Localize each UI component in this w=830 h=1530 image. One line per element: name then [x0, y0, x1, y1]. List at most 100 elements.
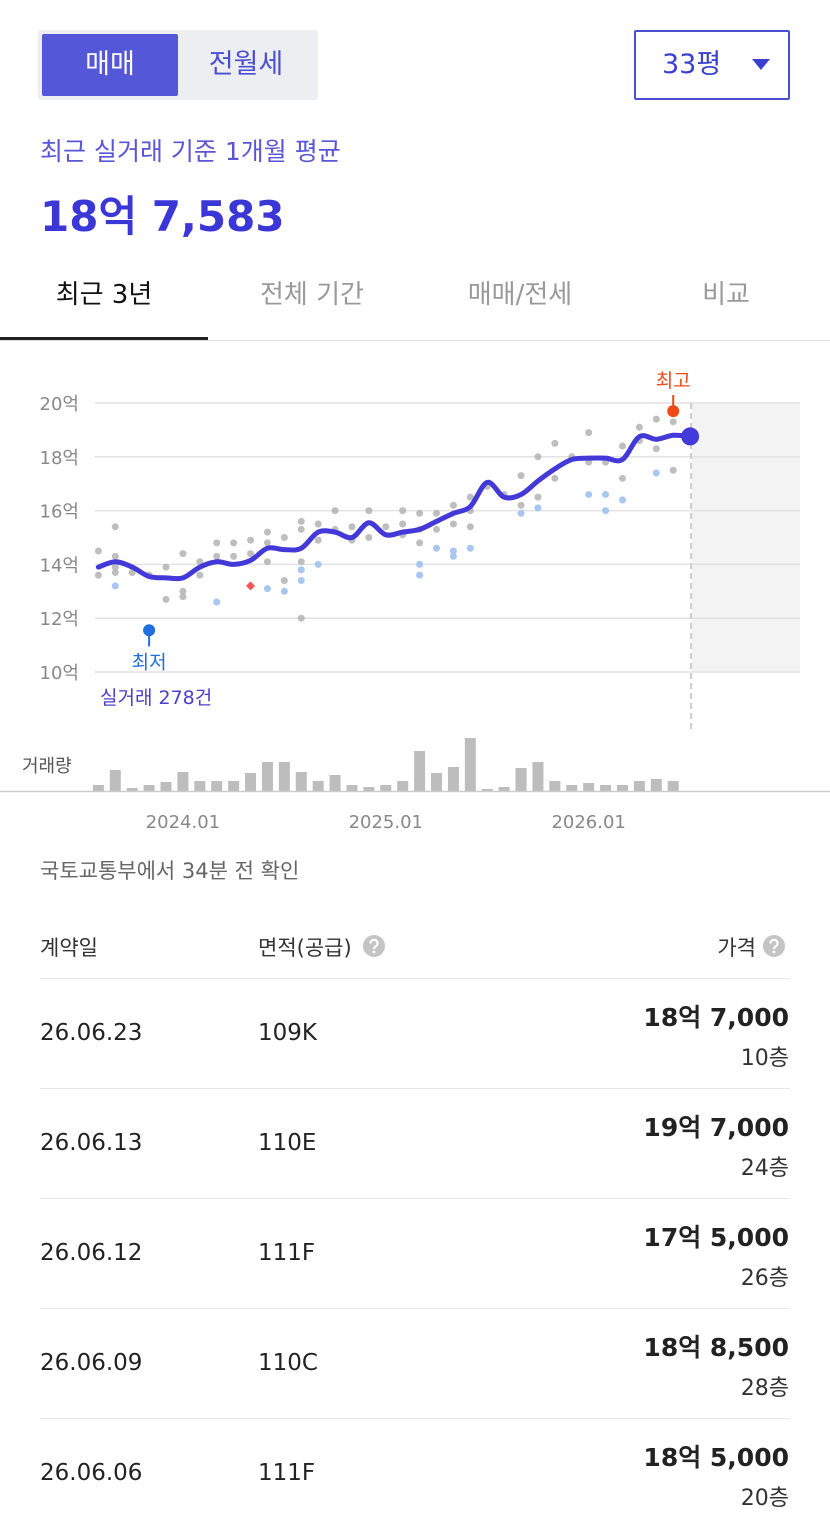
contract-date: 26.06.06	[40, 1460, 143, 1486]
tab[interactable]: 매매/전세	[467, 280, 573, 310]
contract-date: 26.06.12	[40, 1240, 143, 1266]
trade-point	[162, 595, 170, 603]
trade-point	[399, 507, 407, 515]
trade-point	[382, 523, 390, 531]
row-divider	[40, 1418, 790, 1419]
low-floor-point	[433, 544, 441, 552]
x-tick-label: 2026.01	[551, 812, 625, 833]
row-divider	[40, 1308, 790, 1309]
column-header: 계약일	[40, 936, 98, 960]
low-floor-point	[449, 552, 457, 560]
volume-bar	[346, 785, 358, 791]
floor: 24층	[740, 1156, 789, 1181]
trade-point	[179, 593, 187, 601]
x-tick-label: 2025.01	[349, 812, 423, 833]
volume-bar	[211, 781, 223, 791]
average-price: 18억 7,583	[40, 192, 285, 241]
volume-bar	[329, 775, 341, 791]
trade-point	[365, 534, 373, 541]
volume-bar	[228, 781, 240, 791]
trade-point	[466, 493, 474, 501]
volume-bar	[414, 751, 426, 791]
area: 110C	[258, 1350, 318, 1376]
tab-indicator	[0, 337, 208, 340]
highest-label: 최고	[656, 370, 691, 392]
volume-bar	[109, 770, 121, 791]
trade-point	[399, 520, 407, 528]
deal-price: 18억 7,000	[643, 1003, 789, 1032]
volume-bar	[650, 779, 662, 791]
trade-count: 실거래 278건	[100, 687, 212, 709]
low-floor-point	[652, 469, 660, 477]
low-floor-point	[517, 509, 525, 517]
trade-point	[247, 536, 255, 544]
trade-point	[111, 568, 119, 576]
trade-point	[618, 474, 626, 482]
tab[interactable]: 비교	[702, 280, 750, 310]
low-floor-point	[618, 496, 626, 504]
volume-bar	[312, 781, 324, 791]
trade-point	[213, 552, 221, 560]
source-note: 국토교통부에서 34분 전 확인	[40, 859, 300, 883]
trade-point	[331, 507, 339, 515]
tab[interactable]: 전체 기간	[260, 280, 364, 310]
trade-point	[263, 539, 271, 547]
volume-bar	[600, 785, 612, 791]
trade-point	[416, 539, 424, 547]
lowest-label: 최저	[132, 651, 167, 673]
column-header: 가격	[717, 936, 756, 960]
trade-point	[669, 418, 677, 426]
help-icon[interactable]	[362, 934, 386, 958]
floor: 26층	[740, 1266, 789, 1291]
volume-bar	[363, 787, 375, 791]
floor: 10층	[740, 1046, 789, 1071]
subtitle: 최근 실거래 기준 1개월 평균	[40, 137, 341, 166]
y-tick-label: 20억	[40, 394, 79, 415]
low-floor-point	[602, 490, 610, 498]
volume-bar	[464, 738, 476, 791]
volume-bar	[177, 772, 189, 791]
trade-point	[213, 539, 221, 547]
y-tick-label: 12억	[40, 609, 79, 630]
trade-point	[297, 558, 305, 566]
trade-point	[551, 439, 559, 447]
tab[interactable]: 최근 3년	[55, 280, 153, 310]
trade-point	[433, 509, 441, 517]
low-floor-point	[297, 577, 305, 585]
contract-date: 26.06.23	[40, 1020, 143, 1046]
trade-point	[94, 547, 102, 555]
dropdown-arrow	[752, 59, 770, 70]
trade-point	[416, 509, 424, 517]
floor: 20층	[740, 1486, 789, 1511]
trade-point	[280, 577, 288, 585]
y-tick-label: 16억	[40, 502, 79, 523]
volume-bar	[245, 773, 257, 791]
trade-point	[449, 501, 457, 509]
trade-point	[196, 558, 204, 566]
area: 111F	[258, 1240, 316, 1266]
low-floor-point	[111, 582, 119, 590]
volume-bar	[126, 788, 138, 791]
volume-bar	[532, 762, 544, 791]
trade-point	[669, 466, 677, 474]
auction-point	[246, 581, 256, 591]
size-text: 33평	[662, 49, 722, 80]
trade-point	[94, 571, 102, 579]
deal-price: 18억 5,000	[643, 1443, 789, 1472]
volume-bar	[616, 785, 628, 791]
low-floor-point	[280, 587, 288, 595]
help-icon[interactable]	[762, 934, 786, 958]
trade-point	[297, 525, 305, 533]
volume-bar	[397, 781, 409, 791]
toggle-button[interactable]: 매매	[42, 34, 178, 96]
volume-bar	[194, 781, 206, 791]
volume-bar	[295, 772, 307, 791]
toggle-button[interactable]: 전월세	[208, 49, 284, 80]
size-dropdown[interactable]: 33평	[634, 30, 790, 100]
deal-price: 17억 5,000	[643, 1223, 789, 1252]
trade-point	[111, 552, 119, 560]
trade-point	[652, 445, 660, 453]
trade-point	[230, 552, 238, 560]
